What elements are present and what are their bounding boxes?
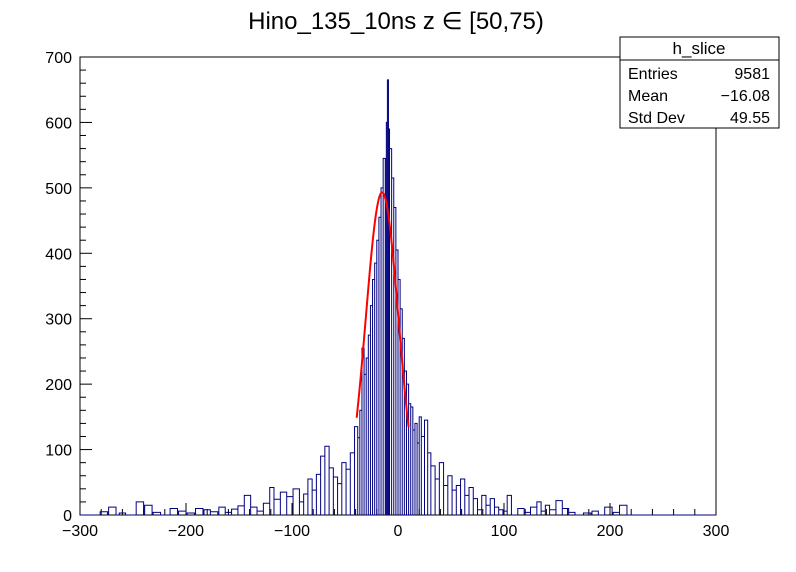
chart-title: Hino_135_10ns z ∈ [50,75): [248, 8, 544, 35]
histogram-series: [80, 79, 716, 516]
y-tick-label: 500: [45, 181, 72, 198]
y-tick-label: 400: [45, 246, 72, 263]
stats-box-frame: [619, 36, 780, 129]
y-tick-label: 0: [63, 508, 72, 525]
stats-mean-label: Mean: [628, 88, 668, 105]
x-tick-label: −200: [168, 523, 204, 540]
stats-mean-value: −16.08: [721, 88, 770, 105]
gaussian-fit: [355, 191, 410, 428]
y-tick-label: 200: [45, 377, 72, 394]
y-axis: 0 100 200 300 400 500 600 700: [45, 50, 92, 525]
stats-stddev-value: 49.55: [730, 110, 770, 127]
x-tick-label: 100: [491, 523, 518, 540]
stats-stddev-label: Std Dev: [628, 110, 685, 127]
stats-box-title: h_slice: [673, 39, 726, 58]
stats-entries-label: Entries: [628, 66, 678, 83]
x-tick-label: 300: [703, 523, 730, 540]
y-tick-label: 600: [45, 115, 72, 132]
x-tick-label: −100: [274, 523, 310, 540]
x-tick-label: 200: [597, 523, 624, 540]
stats-box: h_slice Entries 9581 Mean −16.08 Std Dev…: [619, 36, 780, 129]
x-tick-label: −300: [62, 523, 98, 540]
x-tick-label: 0: [394, 523, 403, 540]
y-tick-label: 300: [45, 312, 72, 329]
y-tick-label: 100: [45, 443, 72, 460]
gaussian-fit-curve: [355, 191, 410, 428]
y-tick-label: 700: [45, 50, 72, 67]
stats-entries-value: 9581: [734, 66, 770, 83]
